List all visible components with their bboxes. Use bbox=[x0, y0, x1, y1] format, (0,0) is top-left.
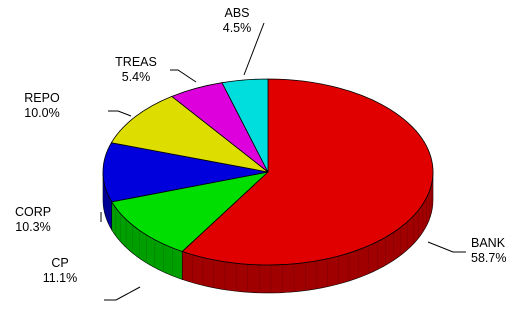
slice-label-corp: CORP bbox=[15, 205, 51, 219]
leader-line-repo bbox=[108, 110, 132, 117]
pie-sides bbox=[102, 171, 434, 294]
slice-bank bbox=[181, 78, 434, 266]
leader-line-abs bbox=[243, 22, 265, 76]
leader-line-bank bbox=[427, 241, 466, 253]
slice-value-treas: 5.4% bbox=[122, 70, 151, 84]
slice-value-repo: 10.0% bbox=[24, 106, 59, 120]
label-leaders bbox=[100, 22, 466, 301]
slice-label-abs: ABS bbox=[224, 6, 249, 20]
slice-label-repo: REPO bbox=[24, 91, 60, 105]
slice-value-cp: 11.1% bbox=[43, 271, 78, 285]
slice-repo bbox=[110, 96, 269, 173]
slice-cp bbox=[111, 171, 269, 252]
pie-tops bbox=[102, 78, 434, 266]
slice-label-cp: CP bbox=[51, 256, 68, 270]
slice-abs bbox=[221, 78, 269, 173]
slice-corp bbox=[102, 142, 269, 203]
leader-line-cp bbox=[104, 286, 141, 301]
slice-value-abs: 4.5% bbox=[223, 21, 252, 35]
leader-line-treas bbox=[170, 69, 197, 83]
slice-label-bank: BANK bbox=[471, 236, 506, 250]
slice-label-treas: TREAS bbox=[115, 55, 157, 69]
slice-value-corp: 10.3% bbox=[15, 220, 50, 234]
slice-value-bank: 58.7% bbox=[471, 251, 506, 265]
